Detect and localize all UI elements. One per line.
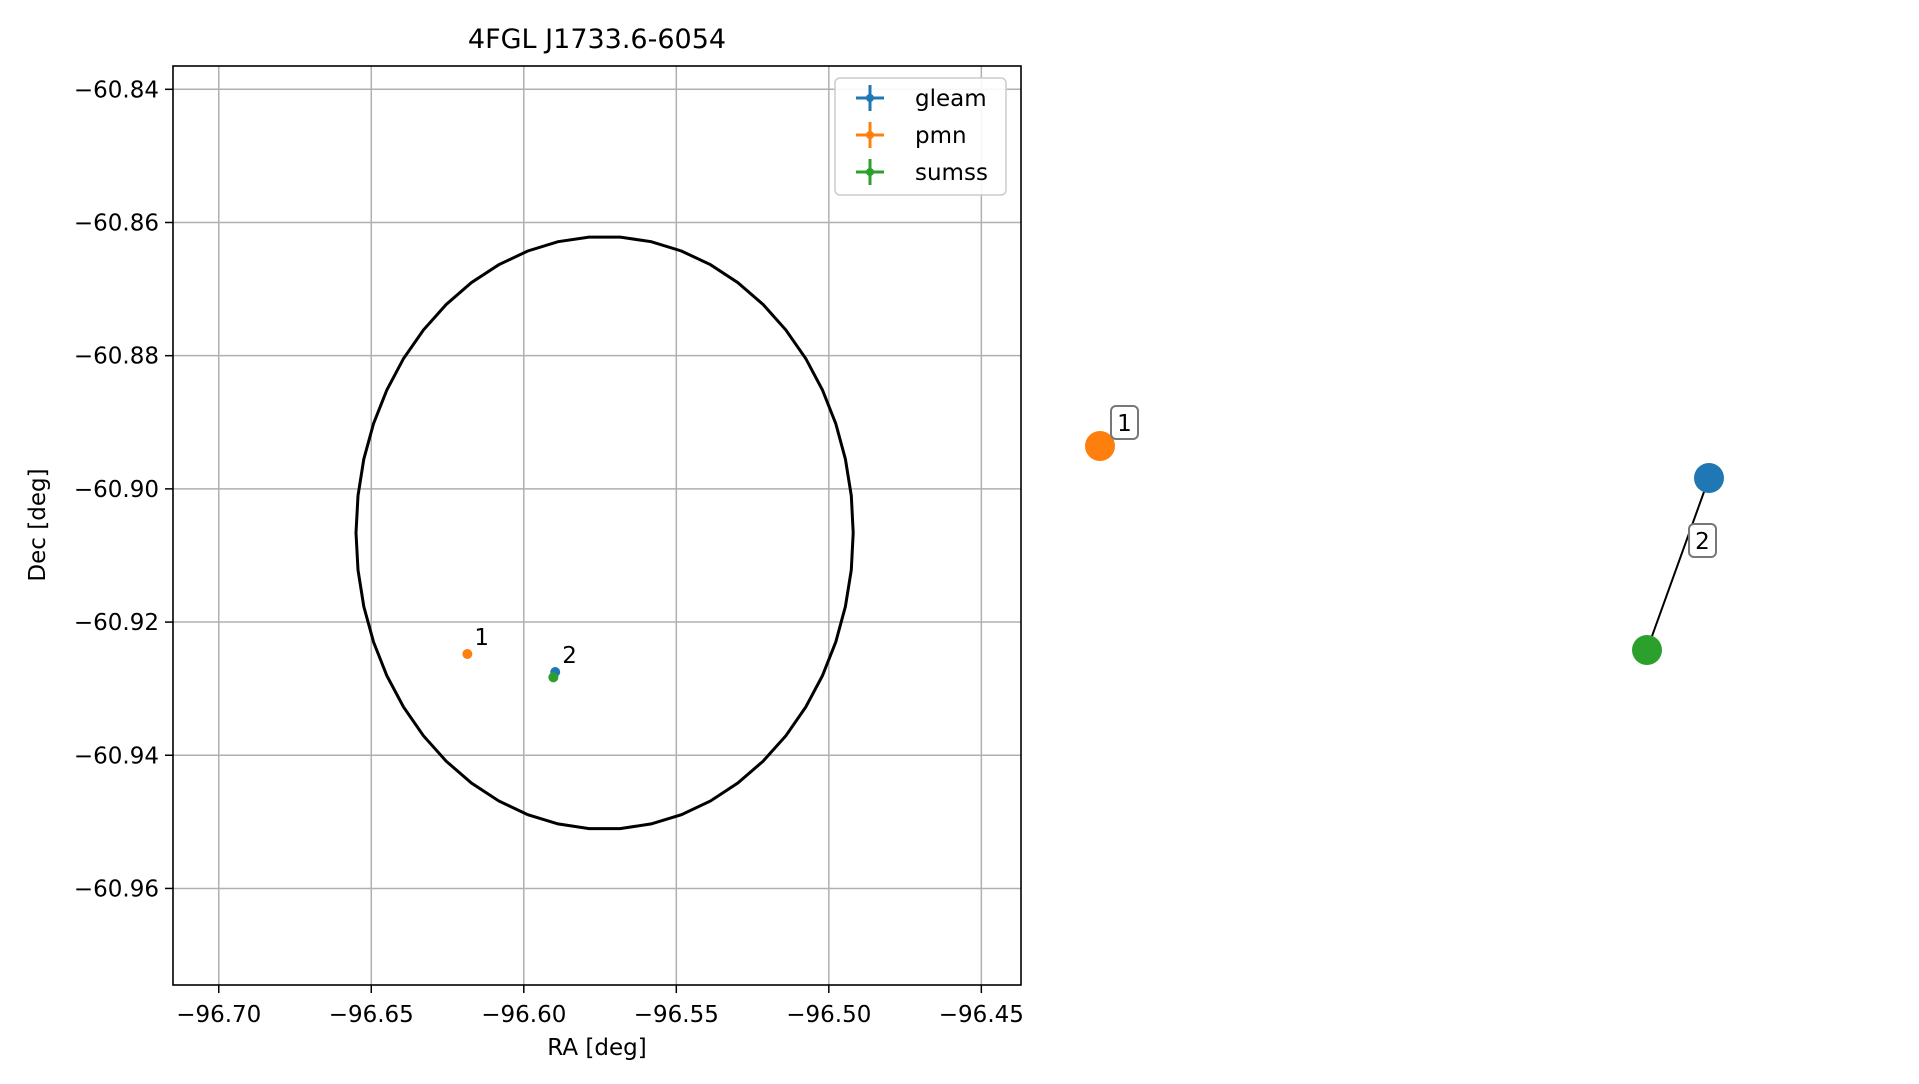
legend-label-gleam: gleam — [915, 86, 987, 112]
x-tick-label: −96.50 — [786, 1002, 871, 1028]
legend-marker-pmn-dot — [866, 131, 874, 139]
association-diagram: 1 2 — [1085, 405, 1724, 665]
y-axis-ticks: −60.84 −60.86 −60.88 −60.90 −60.92 −60.94 −60.… — [74, 77, 173, 902]
y-tick-label: −60.92 — [74, 610, 159, 636]
legend-label-sumss: sumss — [915, 160, 988, 186]
chart-title: 4FGL J1733.6-6054 — [468, 24, 726, 55]
uncertainty-ellipse — [354, 235, 855, 831]
annotation-1: 1 — [474, 625, 489, 651]
y-tick-label: −60.90 — [74, 477, 159, 503]
y-axis-label: Dec [deg] — [25, 468, 51, 581]
x-axis-ticks: −96.70 −96.65 −96.60 −96.55 −96.50 −96.45 — [176, 985, 1024, 1028]
x-tick-label: −96.60 — [481, 1002, 566, 1028]
plot-area: 12 −96.70 −96.65 −96.60 −96.55 −96.50 −96.45 … — [74, 65, 1024, 1028]
legend-marker-gleam-dot — [866, 94, 874, 102]
legend-label-pmn: pmn — [915, 123, 967, 149]
point-sumss — [548, 672, 559, 683]
diagram-node-sumss — [1632, 635, 1662, 665]
diagram-node-pmn — [1085, 431, 1115, 461]
diagram-label-2-box — [1688, 523, 1717, 558]
diagram-label-2: 2 — [1688, 523, 1717, 558]
point-pmn — [462, 649, 473, 660]
x-tick-label: −96.55 — [634, 1002, 719, 1028]
legend-entry-sumss: sumss — [856, 159, 988, 186]
y-tick-label: −60.94 — [74, 743, 159, 769]
point-annotations: 12 — [474, 625, 576, 669]
y-tick-label: −60.84 — [74, 77, 159, 103]
legend-entry-gleam: gleam — [856, 85, 987, 112]
diagram-label-2-text: 2 — [1695, 529, 1710, 555]
legend: gleam pmn sumss — [834, 77, 1007, 196]
legend-box — [834, 77, 1007, 196]
legend-marker-sumss-dot — [866, 168, 874, 176]
annotation-2: 2 — [562, 643, 577, 669]
axes-background — [173, 66, 1021, 985]
legend-entry-pmn: pmn — [856, 122, 967, 149]
diagram-label-1: 1 — [1110, 405, 1139, 440]
diagram-label-1-box — [1110, 405, 1139, 440]
axes-frame — [172, 65, 1022, 986]
x-tick-label: −96.70 — [176, 1002, 261, 1028]
y-tick-label: −60.86 — [74, 210, 159, 236]
diagram-label-1-text: 1 — [1117, 411, 1132, 437]
x-tick-label: −96.65 — [329, 1002, 414, 1028]
x-tick-label: −96.45 — [939, 1002, 1024, 1028]
x-axis-label: RA [deg] — [547, 1035, 646, 1061]
grid — [173, 66, 1021, 985]
y-tick-label: −60.96 — [74, 876, 159, 902]
y-tick-label: −60.88 — [74, 344, 159, 370]
diagram-node-gleam — [1694, 463, 1724, 493]
diagram-edge-gleam-sumss — [1646, 477, 1710, 651]
data-points — [462, 649, 561, 683]
